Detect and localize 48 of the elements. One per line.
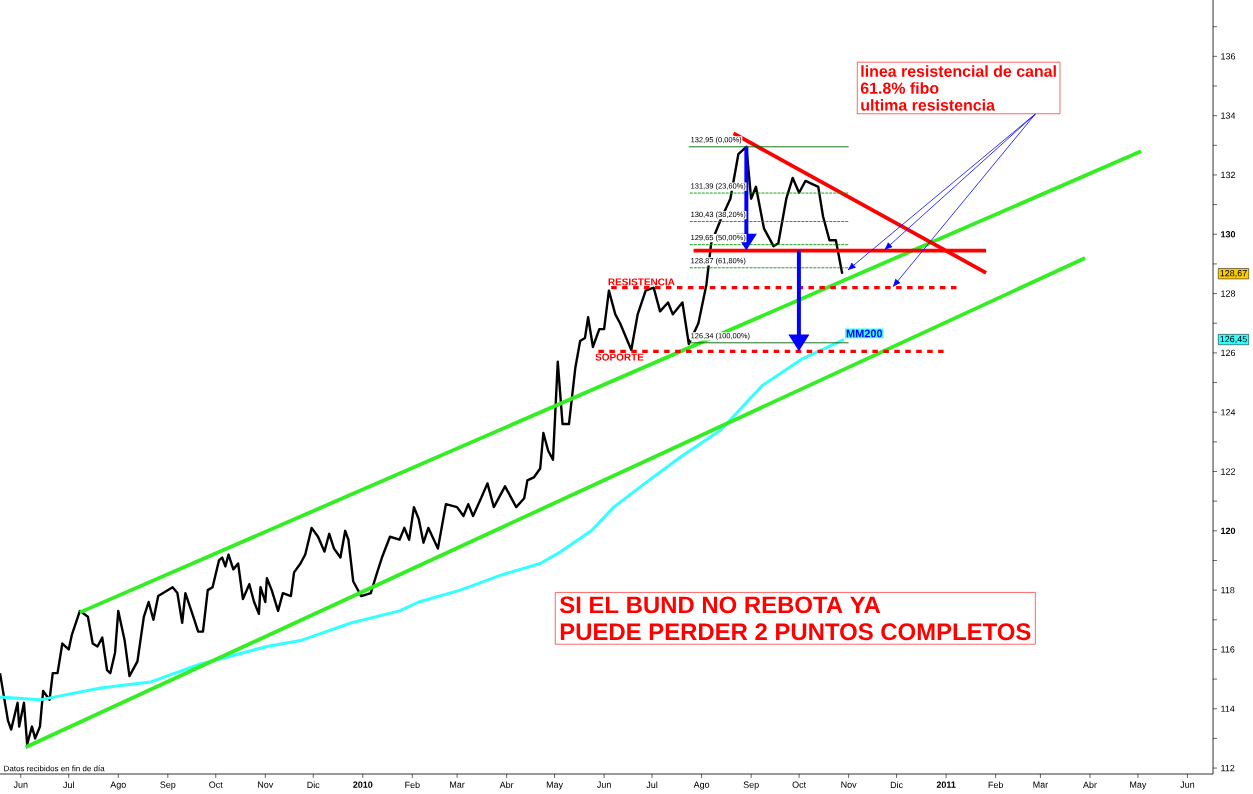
- x-tick-label: Jun: [13, 781, 28, 788]
- y-tick-label: 136: [1221, 53, 1236, 60]
- x-tick-label: May: [1130, 781, 1147, 790]
- x-tick-label: Dic: [890, 781, 903, 789]
- y-tick-label: 120: [1221, 527, 1236, 534]
- y-tick-label: 116: [1221, 646, 1235, 653]
- x-tick-label: Nov: [258, 781, 274, 788]
- x-tick-label: Oct: [792, 781, 806, 788]
- x-tick-label: Mar: [1033, 781, 1048, 788]
- y-tick-label: 124: [1221, 409, 1236, 416]
- y-tick-label: 118: [1221, 586, 1235, 594]
- x-tick-label: Ago: [693, 781, 710, 790]
- annotation: linea resistencial de canal: [861, 65, 1056, 77]
- annotation: PUEDE PERDER 2 PUNTOS COMPLETOS: [560, 623, 1031, 641]
- text: 128,67: [1220, 270, 1247, 278]
- y-tick-label: 114: [1221, 705, 1235, 712]
- y-tick-label: 112: [1221, 764, 1235, 772]
- y-tick-label: 132: [1221, 171, 1236, 179]
- y-tick-label: 134: [1221, 112, 1236, 119]
- x-tick-label: Dic: [307, 781, 320, 789]
- series-label: MM200: [846, 329, 883, 338]
- annotation: 61.8% fibo: [860, 82, 939, 94]
- series-label: RESISTENCIA: [608, 278, 675, 286]
- y-tick-label: 122: [1221, 468, 1236, 475]
- y-tick-label: 126: [1221, 349, 1236, 357]
- x-tick-label: 2011: [936, 781, 956, 788]
- x-tick-label: May: [546, 781, 564, 790]
- x-tick-label: Jun: [1180, 781, 1195, 788]
- text: 126,45: [1220, 335, 1247, 344]
- x-tick-label: Sep: [160, 781, 176, 790]
- x-tick-label: Jun: [597, 781, 611, 788]
- y-tick-label: 128: [1221, 290, 1236, 297]
- x-tick-label: 2010: [353, 781, 373, 788]
- x-tick-label: Oct: [209, 781, 223, 788]
- x-tick-label: Ago: [110, 781, 126, 790]
- x-tick-label: Abr: [1083, 781, 1097, 789]
- y-tick-label: 130: [1221, 231, 1236, 238]
- series-label: SOPORTE: [595, 353, 644, 361]
- x-tick-label: Nov: [841, 781, 857, 788]
- x-tick-label: Abr: [499, 781, 514, 789]
- x-tick-label: Feb: [405, 781, 420, 789]
- x-tick-label: Mar: [450, 781, 465, 788]
- x-tick-label: Jul: [63, 781, 74, 789]
- x-tick-label: Feb: [988, 781, 1004, 789]
- annotation: SI EL BUND NO REBOTA YA: [559, 596, 881, 614]
- x-tick-label: Jul: [646, 781, 658, 789]
- annotation: ultima resistencia: [861, 99, 996, 111]
- x-tick-label: Sep: [743, 781, 759, 790]
